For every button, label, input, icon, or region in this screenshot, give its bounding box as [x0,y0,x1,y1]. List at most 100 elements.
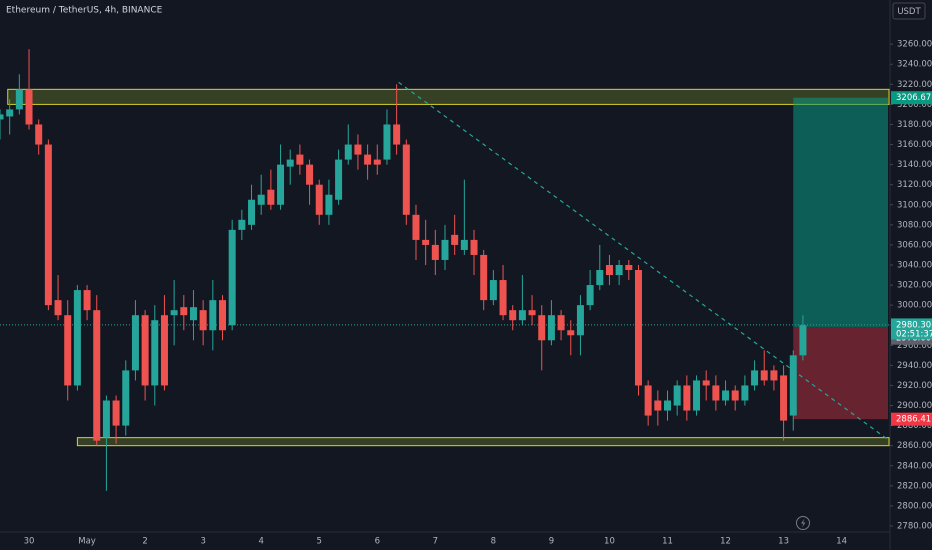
x-tick-label: May [78,537,96,547]
candle-body [789,355,797,416]
candle-body [364,154,372,165]
trendline [398,81,889,441]
candle-body [277,164,285,205]
replay-icon-bolt [801,518,806,528]
y-tick-label: 2840.00 [897,461,932,471]
candle-body [238,219,246,230]
y-tick-label: 3240.00 [897,60,932,70]
candle-body [102,400,110,438]
candle-body [25,89,33,125]
currency-box[interactable] [892,2,926,20]
candle-body [499,280,507,316]
candle-body [518,310,526,321]
candle-body [489,280,497,301]
candle-body [6,109,14,117]
candle-body [538,315,546,341]
candle-body [141,315,149,386]
candle-body [219,300,226,331]
candle-body [528,310,536,316]
candle-body [44,144,52,306]
candle-body [625,264,633,271]
y-tick-label: 3060.00 [897,240,932,250]
candle-body [567,330,575,336]
y-tick-label: 2800.00 [897,501,932,511]
candle-body [344,144,352,160]
y-tick-label: 3100.00 [897,200,932,210]
candle-body [712,385,720,401]
x-tick-label: 14 [836,537,847,547]
candle-body [741,385,749,401]
candle-body [383,124,391,160]
candle-body [586,285,594,306]
candle-body [654,400,662,411]
candle-body [509,310,517,321]
x-tick-label: 6 [375,537,380,547]
candle-body [122,370,130,426]
y-tick-label: 3220.00 [897,80,932,90]
drawing-layer [0,81,890,447]
candle-body [576,305,584,336]
currency[interactable]: USDT [897,7,921,17]
candle-body [306,164,314,185]
stop-price-label: 2886.41 [896,415,931,425]
candle-body [228,229,236,326]
candle-body [73,290,81,386]
candle-body [451,234,459,245]
candle-body [0,114,4,120]
support-resistance-zone [76,437,890,447]
candle-body [160,315,168,386]
x-tick-label: 2 [142,537,147,547]
target-price-label: 3206.67 [896,93,931,103]
candle-body [35,124,43,145]
candle-body [634,270,642,386]
candle-body [248,199,256,225]
y-tick-label: 2960.00 [897,341,932,351]
candle-body [547,315,555,341]
candle-body [644,385,652,416]
candle-body [93,310,101,441]
x-tick-label: 9 [549,537,554,547]
x-tick-label: 4 [258,537,263,547]
candle-body [83,290,91,311]
y-tick-label: 2780.00 [897,521,932,531]
candle-body [325,194,333,215]
y-tick-label: 3080.00 [897,220,932,230]
y-tick-label: 2900.00 [897,401,932,411]
candle-body [354,144,362,155]
candle-body [664,400,671,411]
candle-body [693,380,701,411]
x-tick-label: 12 [720,537,731,547]
x-tick-label: 8 [491,537,496,547]
candle-layer [0,49,807,491]
candle-body [480,254,488,301]
candle-body [180,307,188,316]
chart-title: Ethereum / TetherUS, 4h, BINANCE [6,6,163,16]
candle-body [431,244,439,260]
candle-body [257,194,265,205]
candle-body [373,159,381,165]
stop-price-label-bg [891,412,932,426]
candle-body [393,124,401,145]
x-tick-label: 3 [200,537,205,547]
candle-body [209,300,217,331]
y-tick-label: 3200.00 [897,100,932,110]
candle-body [673,385,681,406]
y-tick-label: 3180.00 [897,120,932,130]
replay-icon[interactable] [796,516,810,530]
candle-body [751,370,759,386]
y-tick-label: 2860.00 [897,441,932,451]
y-tick-label: 3000.00 [897,301,932,311]
position-target-area [793,97,888,328]
x-tick-label: 5 [317,537,322,547]
candle-body [286,159,294,167]
candle-body [780,375,788,421]
candle-body [470,239,478,255]
candle-body [770,370,778,381]
target-price-label-bg [891,91,932,105]
candle-body [731,390,739,401]
candle-body [702,380,710,386]
candle-body [64,315,72,386]
candle-body [112,400,120,426]
